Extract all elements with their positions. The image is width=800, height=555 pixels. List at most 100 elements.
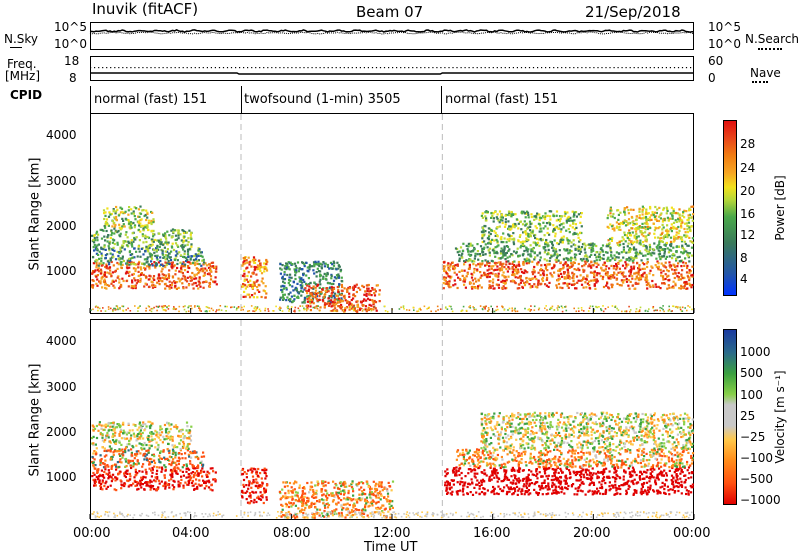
heatmap-cell — [555, 259, 557, 261]
heatmap-cell — [118, 224, 120, 226]
heatmap-cell — [560, 273, 562, 275]
heatmap-cell — [128, 271, 130, 273]
heatmap-cell — [623, 222, 625, 224]
heatmap-cell — [319, 299, 321, 301]
heatmap-cell — [692, 213, 694, 215]
heatmap-cell — [119, 458, 121, 460]
heatmap-cell — [520, 241, 522, 243]
heatmap-cell — [600, 247, 602, 249]
heatmap-cell — [477, 253, 479, 255]
heatmap-cell — [529, 223, 531, 225]
heatmap-cell — [168, 463, 170, 465]
heatmap-cell — [99, 282, 101, 284]
heatmap-cell — [628, 222, 630, 224]
heatmap-cell — [564, 213, 566, 215]
nave-dot — [609, 67, 610, 68]
heatmap-cell — [175, 250, 177, 252]
heatmap-cell — [521, 280, 523, 282]
heatmap-cell — [102, 307, 104, 309]
heatmap-cell — [306, 292, 308, 294]
heatmap-cell — [581, 279, 583, 281]
heatmap-cell — [101, 238, 103, 240]
heatmap-cell — [601, 310, 603, 312]
heatmap-cell — [668, 287, 670, 289]
heatmap-cell — [652, 211, 654, 213]
heatmap-cell — [194, 467, 196, 469]
heatmap-cell — [214, 281, 216, 283]
heatmap-cell — [261, 272, 263, 274]
heatmap-cell — [122, 240, 124, 242]
heatmap-cell — [153, 460, 155, 462]
nave-dot — [255, 67, 256, 68]
heatmap-cell — [186, 463, 188, 465]
heatmap-cell — [581, 225, 583, 227]
heatmap-cell — [156, 249, 158, 251]
heatmap-cell — [579, 239, 581, 241]
heatmap-cell — [671, 230, 673, 232]
heatmap-cell — [265, 292, 267, 294]
heatmap-cell — [559, 249, 561, 251]
heatmap-cell — [635, 252, 637, 254]
heatmap-cell — [356, 300, 358, 302]
heatmap-cell — [516, 218, 518, 220]
heatmap-cell — [480, 277, 482, 279]
heatmap-cell — [598, 253, 600, 255]
heatmap-cell — [490, 212, 492, 214]
heatmap-cell — [601, 249, 603, 251]
heatmap-cell — [575, 254, 577, 256]
heatmap-cell — [104, 448, 106, 450]
heatmap-cell — [138, 216, 140, 218]
heatmap-cell — [145, 476, 147, 478]
heatmap-cell — [533, 283, 535, 285]
heatmap-cell — [135, 251, 137, 253]
heatmap-cell — [226, 306, 228, 308]
heatmap-cell — [488, 265, 490, 267]
heatmap-cell — [100, 263, 102, 265]
heatmap-cell — [138, 307, 140, 309]
heatmap-cell — [675, 228, 677, 230]
heatmap-cell — [590, 261, 592, 263]
heatmap-cell — [545, 239, 547, 241]
heatmap-cell — [463, 260, 465, 262]
heatmap-cell — [504, 258, 506, 260]
heatmap-cell — [199, 263, 201, 265]
heatmap-cell — [190, 305, 192, 307]
heatmap-cell — [352, 306, 354, 308]
heatmap-cell — [527, 248, 529, 250]
heatmap-cell — [174, 273, 176, 275]
heatmap-cell — [167, 443, 169, 445]
heatmap-cell — [153, 249, 155, 251]
heatmap-cell — [493, 217, 495, 219]
heatmap-cell — [688, 283, 690, 285]
heatmap-cell — [184, 457, 186, 459]
heatmap-cell — [369, 293, 371, 295]
heatmap-cell — [93, 485, 95, 487]
heatmap-cell — [616, 226, 618, 228]
heatmap-cell — [302, 291, 304, 293]
heatmap-cell — [258, 265, 260, 267]
heatmap-cell — [602, 305, 604, 307]
heatmap-cell — [562, 311, 564, 313]
heatmap-cell — [665, 262, 667, 264]
heatmap-cell — [110, 237, 112, 239]
heatmap-cell — [602, 278, 604, 280]
heatmap-cell — [99, 421, 101, 423]
heatmap-cell — [128, 209, 130, 211]
heatmap-cell — [116, 450, 118, 452]
heatmap-cell — [458, 271, 460, 273]
heatmap-cell — [164, 283, 166, 285]
heatmap-cell — [144, 482, 146, 484]
heatmap-cell — [462, 310, 464, 312]
heatmap-cell — [334, 307, 336, 309]
heatmap-cell — [546, 253, 548, 255]
heatmap-cell — [534, 306, 536, 308]
heatmap-cell — [104, 455, 106, 457]
heatmap-cell — [557, 279, 559, 281]
heatmap-cell — [663, 270, 665, 272]
heatmap-cell — [134, 485, 136, 487]
heatmap-cell — [307, 270, 309, 272]
heatmap-cell — [161, 268, 163, 270]
heatmap-cell — [646, 246, 648, 248]
heatmap-cell — [125, 447, 127, 449]
heatmap-cell — [285, 299, 287, 301]
